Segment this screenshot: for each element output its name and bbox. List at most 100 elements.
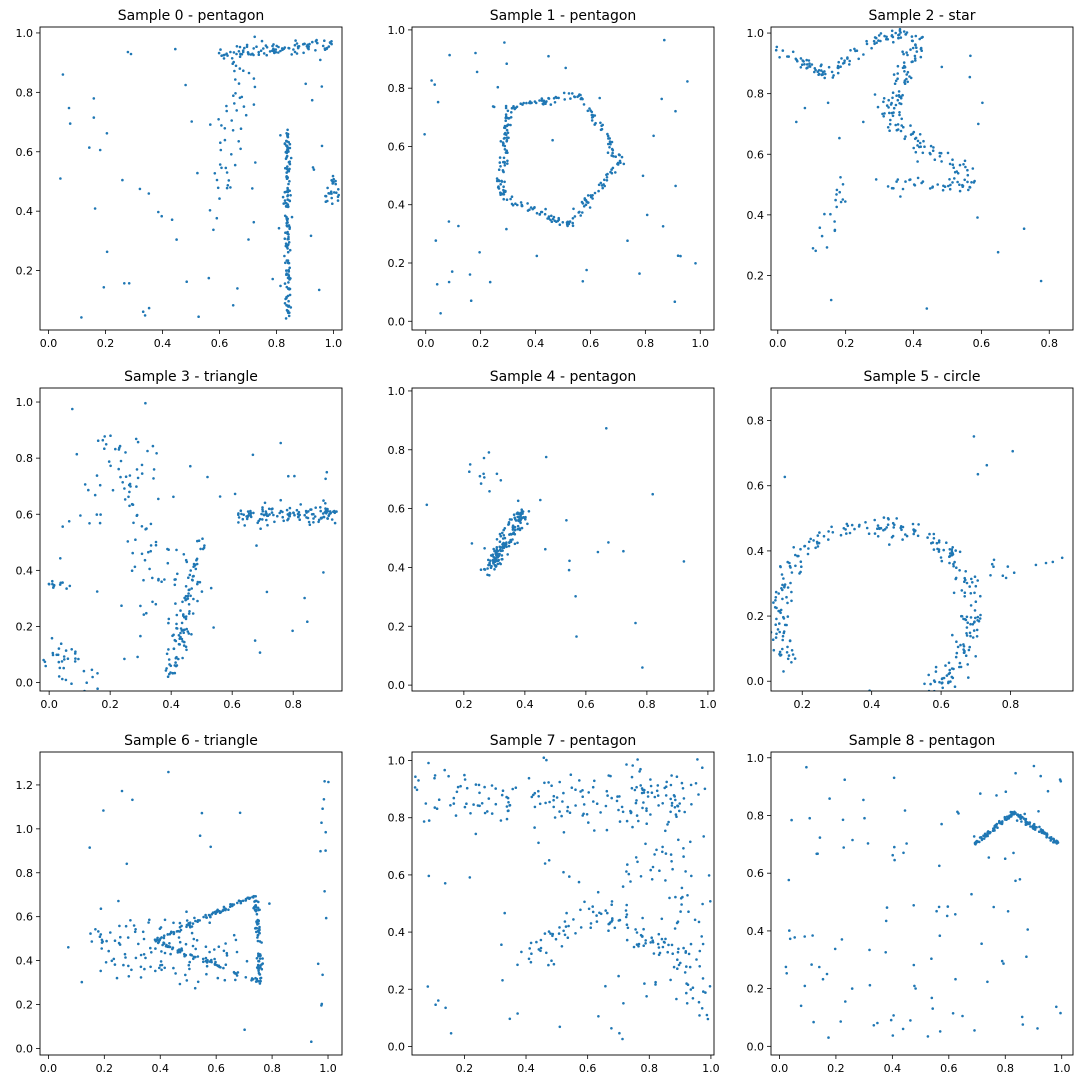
y-tick-label: 0.6 <box>16 508 34 521</box>
data-point <box>188 588 191 591</box>
data-point <box>951 163 955 166</box>
data-point <box>510 195 514 198</box>
data-point <box>564 925 568 928</box>
data-point <box>257 959 260 963</box>
data-point <box>850 523 854 527</box>
data-point <box>209 123 212 126</box>
data-point <box>910 35 914 38</box>
data-point <box>592 800 595 803</box>
data-point <box>514 518 517 521</box>
data-point <box>888 111 891 115</box>
y-tick-label: 0.4 <box>16 205 34 218</box>
data-point <box>924 702 927 705</box>
data-point <box>489 559 492 562</box>
data-point <box>923 145 926 148</box>
data-point <box>951 181 954 184</box>
data-point <box>550 220 554 223</box>
data-point <box>702 835 705 838</box>
x-tick-label: 0.4 <box>154 337 172 350</box>
data-point <box>800 565 803 568</box>
data-point <box>223 978 227 982</box>
data-point <box>787 878 791 882</box>
data-point <box>669 783 673 787</box>
data-point <box>304 82 308 86</box>
data-point <box>642 927 645 931</box>
data-point <box>177 657 180 661</box>
data-point <box>205 972 208 976</box>
data-point <box>286 198 290 201</box>
data-point <box>319 58 322 62</box>
data-point <box>610 900 614 903</box>
data-point <box>781 638 784 642</box>
data-point <box>258 973 261 976</box>
data-point <box>196 599 199 603</box>
data-point <box>131 551 134 555</box>
data-point <box>126 540 130 543</box>
data-point <box>286 294 290 298</box>
data-point <box>966 621 969 624</box>
data-point <box>443 882 447 885</box>
data-point <box>973 575 977 578</box>
data-point <box>477 783 481 787</box>
data-point <box>986 832 989 836</box>
data-point <box>188 967 191 971</box>
data-point <box>982 837 986 840</box>
data-point <box>204 913 207 917</box>
data-point <box>463 805 467 809</box>
data-point <box>904 180 907 183</box>
data-point <box>892 106 896 110</box>
data-point <box>186 594 190 598</box>
data-point <box>940 65 944 69</box>
data-point <box>964 570 967 573</box>
data-point <box>806 66 809 69</box>
data-point <box>310 98 314 102</box>
data-point <box>926 536 929 539</box>
data-point <box>307 520 311 524</box>
data-point <box>958 163 962 167</box>
data-point <box>140 463 144 467</box>
data-point <box>175 613 179 617</box>
data-point <box>75 452 79 456</box>
data-point <box>905 73 908 76</box>
data-point <box>191 922 195 925</box>
data-point <box>268 50 272 53</box>
data-point <box>689 840 692 844</box>
data-point <box>288 506 292 510</box>
data-point <box>883 112 886 115</box>
data-point <box>469 299 473 303</box>
data-point <box>930 957 933 960</box>
data-point <box>568 875 571 878</box>
data-point <box>234 978 237 982</box>
y-tick-label: 0.6 <box>747 480 765 493</box>
data-point <box>914 34 918 38</box>
data-point <box>888 122 892 126</box>
data-point <box>963 178 966 182</box>
data-point <box>495 556 499 559</box>
data-point <box>824 72 827 76</box>
data-point <box>626 863 629 866</box>
data-point <box>128 482 132 486</box>
data-point <box>245 43 249 47</box>
data-point <box>547 859 551 862</box>
data-point <box>282 202 286 205</box>
data-point <box>299 503 303 506</box>
data-point <box>154 540 158 544</box>
data-point <box>147 550 150 554</box>
data-point <box>915 46 918 49</box>
data-point <box>891 35 895 39</box>
data-point <box>542 100 546 103</box>
y-tick-label: 0.0 <box>747 675 765 688</box>
data-point <box>976 579 979 582</box>
data-point <box>582 103 586 106</box>
data-point <box>214 960 217 964</box>
x-tick-label: 0.8 <box>263 1062 281 1075</box>
data-point <box>903 137 906 141</box>
data-point <box>611 917 614 920</box>
data-point <box>580 200 584 204</box>
x-tick-label: 0.0 <box>771 1062 789 1075</box>
data-point <box>674 798 677 802</box>
data-point <box>791 50 795 54</box>
data-point <box>67 520 71 523</box>
data-point <box>996 826 999 829</box>
data-point <box>278 511 282 515</box>
